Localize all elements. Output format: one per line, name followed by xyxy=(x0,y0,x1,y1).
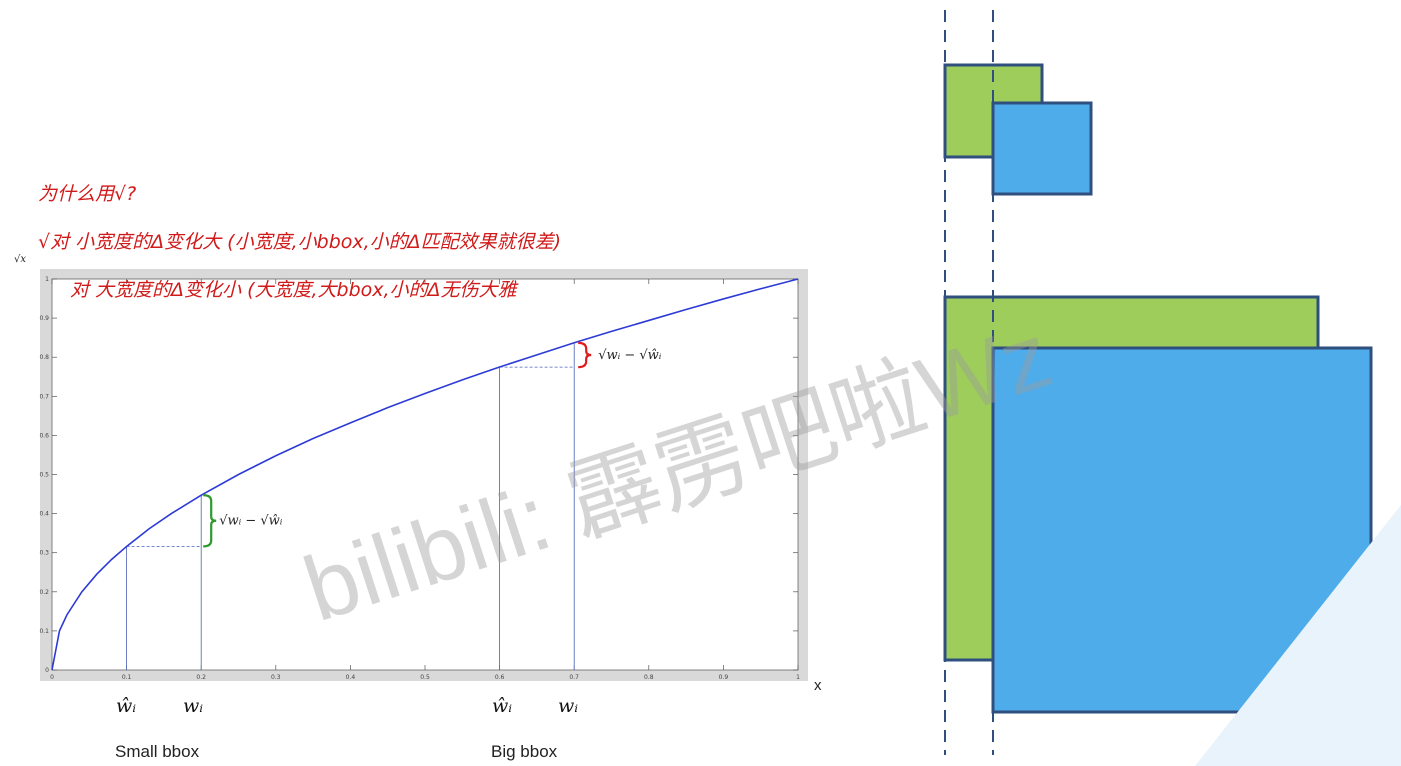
y-tick-label: 0.6 xyxy=(39,432,49,439)
decorative-corner-shape xyxy=(1195,505,1401,766)
big-delta-annotation: √wᵢ − √ŵᵢ xyxy=(598,348,662,363)
y-tick-label: 0.1 xyxy=(39,628,49,635)
x-tick-label: 0 xyxy=(50,674,54,681)
big-w-label: wᵢ xyxy=(558,695,578,717)
x-tick-label: 0.6 xyxy=(495,674,505,681)
sqrt-curve-line xyxy=(51,278,799,671)
y-tick-label: 0.4 xyxy=(39,511,49,518)
big-delta-brace xyxy=(578,341,592,369)
y-tick-label: 0.7 xyxy=(39,393,49,400)
bbox-diagram xyxy=(943,10,1401,766)
y-axis-ticks: 0 0.1 0.2 0.3 0.4 0.5 0.6 0.7 0.8 0.9 1 xyxy=(39,276,798,674)
handwritten-note-3: 对 大宽度的Δ变化小 (大宽度,大bbox,小的Δ无伤大雅 xyxy=(70,279,520,301)
y-tick-label: 1 xyxy=(45,276,49,283)
x-tick-label: 0.3 xyxy=(271,674,281,681)
x-tick-label: 0.7 xyxy=(569,674,579,681)
y-tick-label: 0.5 xyxy=(39,472,49,479)
y-tick-label: 0.3 xyxy=(39,550,49,557)
y-axis-label: √x xyxy=(14,254,26,265)
x-tick-label: 0.4 xyxy=(346,674,356,681)
handwritten-note-1: 为什么用√? xyxy=(38,183,136,205)
y-tick-label: 0.9 xyxy=(39,315,49,322)
small-w-label: wᵢ xyxy=(183,695,203,717)
x-tick-label: 0.9 xyxy=(719,674,729,681)
x-axis-ticks: 0 0.1 0.2 0.3 0.4 0.5 0.6 0.7 0.8 0.9 1 xyxy=(50,279,800,681)
x-axis-label: x xyxy=(814,677,822,694)
y-tick-label: 0.2 xyxy=(39,589,49,596)
delta-braces xyxy=(203,341,592,548)
small-w-hat-label: ŵᵢ xyxy=(116,695,136,717)
plot-area xyxy=(51,278,799,671)
small-pred-box xyxy=(991,101,1093,196)
sqrt-curve xyxy=(51,278,799,671)
handwritten-note-2: √对 小宽度的Δ变化大 (小宽度,小bbox,小的Δ匹配效果就很差) xyxy=(38,231,561,253)
x-tick-label: 0.5 xyxy=(420,674,430,681)
small-delta-brace xyxy=(203,494,217,548)
small-bbox-caption: Small bbox xyxy=(115,742,200,761)
x-tick-label: 0.8 xyxy=(644,674,654,681)
y-tick-label: 0 xyxy=(45,667,49,674)
big-bbox-caption: Big bbox xyxy=(491,742,558,761)
x-tick-label: 0.2 xyxy=(196,674,206,681)
small-delta-annotation: √wᵢ − √ŵᵢ xyxy=(219,514,283,529)
big-w-hat-label: ŵᵢ xyxy=(492,695,512,717)
marker-guide-lines xyxy=(126,342,575,670)
x-tick-label: 0.1 xyxy=(122,674,132,681)
y-tick-label: 0.8 xyxy=(39,354,49,361)
x-tick-label: 1 xyxy=(796,674,800,681)
